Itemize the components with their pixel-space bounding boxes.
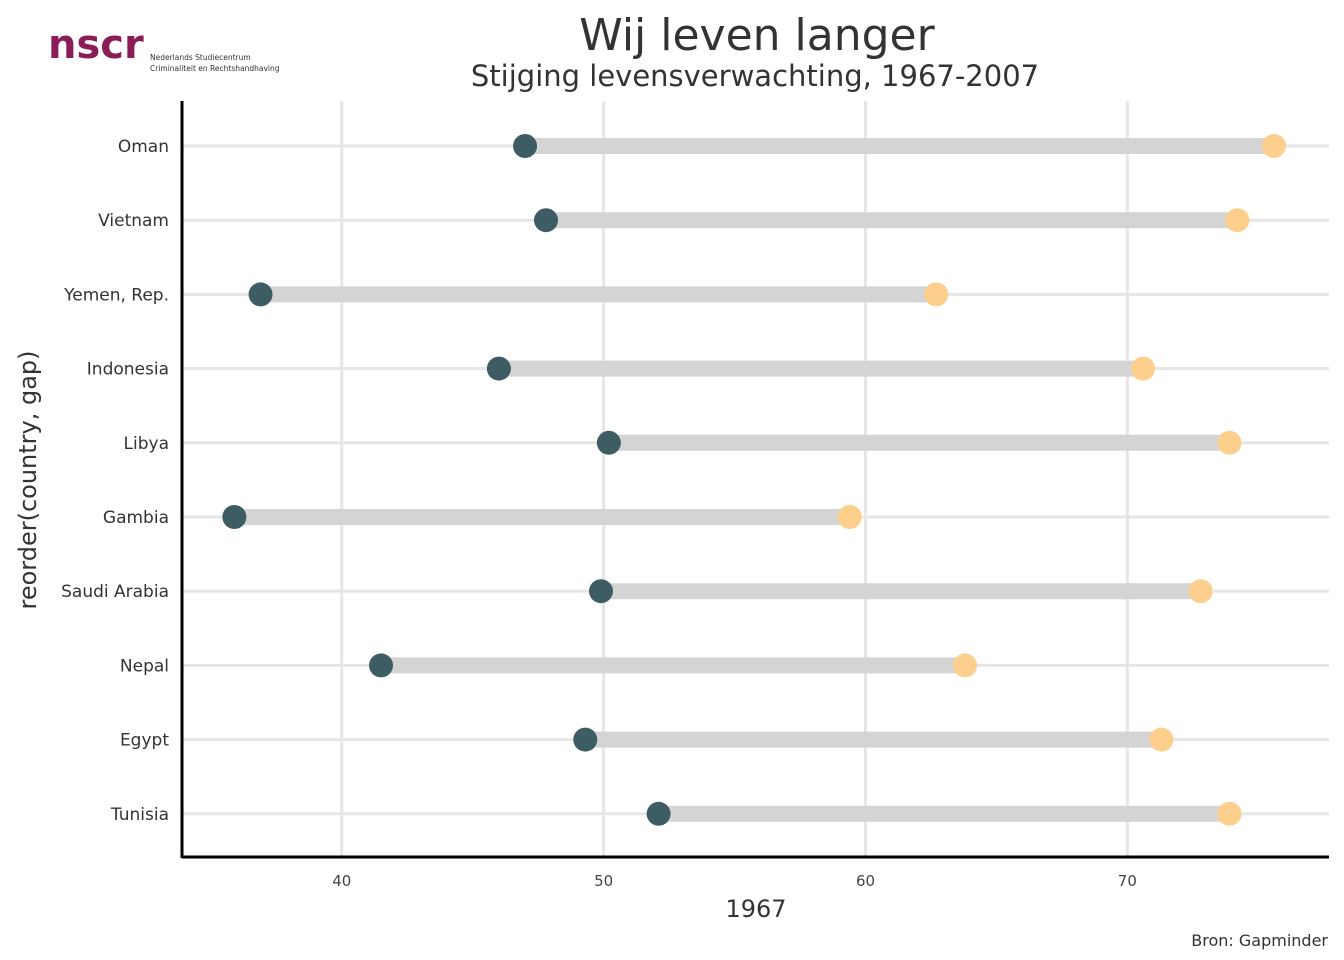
point-1967 (513, 134, 538, 158)
y-tick-label: Egypt (120, 731, 169, 751)
y-tick-label: Vietnam (98, 211, 169, 231)
logo-line1: Nederlands Studiecentrum (150, 53, 251, 62)
point-2007 (924, 282, 949, 307)
point-2007 (952, 653, 977, 678)
point-1967 (534, 208, 559, 233)
source-caption: Bron: Gapminder (1191, 931, 1328, 950)
logo-line2: Criminaliteit en Rechtshandhaving (150, 64, 280, 73)
point-1967 (596, 430, 621, 455)
point-2007 (1149, 727, 1174, 752)
point-1967 (486, 356, 511, 381)
x-tick-label: 70 (1118, 872, 1137, 890)
chart-title: Wij leven langer (579, 10, 935, 61)
x-tick-label: 50 (594, 872, 613, 890)
chart-subtitle: Stijging levensverwachting, 1967-2007 (471, 59, 1039, 93)
point-1967 (573, 727, 598, 752)
point-1967 (222, 505, 247, 529)
point-2007 (1131, 356, 1156, 381)
segment-layer (234, 138, 1275, 822)
y-tick-label: Saudi Arabia (61, 582, 169, 602)
y-tick-label: Libya (124, 434, 169, 454)
x-tick-labels: 40 50 60 70 (332, 872, 1137, 890)
point-2007 (837, 505, 862, 529)
point-2007 (1225, 208, 1250, 233)
logo-text: nscr (48, 22, 144, 68)
point-1967 (588, 579, 613, 604)
x-axis-title: 1967 (725, 895, 786, 923)
y-axis-title: reorder(country, gap) (14, 350, 42, 609)
point-1967 (646, 801, 671, 826)
point-2007 (1262, 134, 1287, 158)
y-tick-label: Indonesia (87, 360, 169, 380)
y-tick-label: Oman (118, 137, 169, 157)
y-tick-label: Yemen, Rep. (63, 285, 169, 305)
point-2007 (1188, 579, 1213, 604)
point-2007 (1217, 430, 1242, 455)
point-1967 (369, 653, 394, 678)
y-tick-label: Tunisia (110, 805, 169, 825)
x-tick-label: 40 (332, 872, 351, 890)
point-2007 (1217, 801, 1242, 826)
y-tick-label: Gambia (103, 508, 169, 528)
x-tick-label: 60 (856, 872, 875, 890)
y-tick-label: Nepal (120, 656, 169, 676)
point-1967 (248, 282, 273, 307)
point-layer (222, 134, 1287, 826)
nscr-logo: nscr Nederlands Studiecentrum Criminalit… (48, 22, 280, 73)
y-tick-labels: Oman Vietnam Yemen, Rep. Indonesia Libya Gamb… (61, 137, 169, 825)
